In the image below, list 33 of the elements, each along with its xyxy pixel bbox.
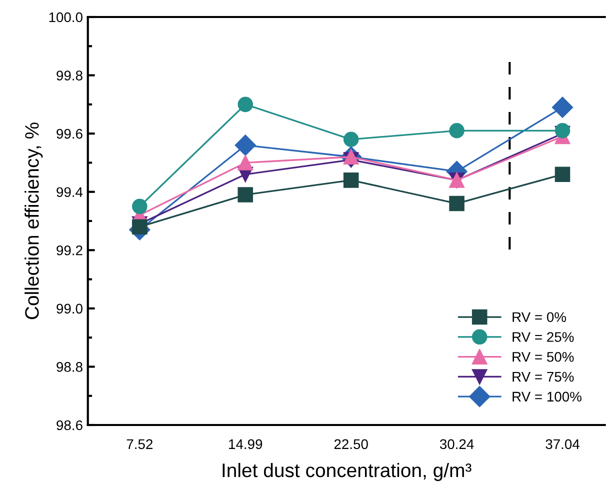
point xyxy=(238,155,254,170)
legend-label: RV = 50% xyxy=(512,352,574,362)
y-tick-label: 99.0 xyxy=(56,304,82,314)
point xyxy=(554,166,570,182)
legend-label: RV = 25% xyxy=(512,332,574,342)
point xyxy=(343,132,359,148)
y-tick-label: 98.6 xyxy=(56,420,82,430)
y-tick-label: 100.0 xyxy=(49,12,82,22)
point xyxy=(238,187,254,202)
point xyxy=(552,96,574,118)
point xyxy=(238,96,254,112)
x-tick-label: 37.04 xyxy=(546,439,580,450)
point xyxy=(449,196,464,212)
legend-label: RV = 0% xyxy=(512,312,566,322)
legend-label: RV = 75% xyxy=(512,372,574,382)
y-axis-title: Collection efficiency, % xyxy=(24,122,43,320)
point xyxy=(343,172,359,188)
y-tick-label: 99.6 xyxy=(56,128,82,139)
legend-label: RV = 100% xyxy=(512,392,582,402)
y-tick-label: 99.4 xyxy=(56,187,83,198)
point xyxy=(554,123,570,138)
point xyxy=(234,134,256,156)
x-tick-label: 22.50 xyxy=(334,439,368,450)
y-tick-label: 99.8 xyxy=(56,70,82,80)
y-tick-label: 98.8 xyxy=(56,362,82,372)
x-tick-label: 30.24 xyxy=(440,439,474,450)
x-axis-title: Inlet dust concentration, g/m³ xyxy=(222,462,472,482)
x-tick-label: 14.99 xyxy=(229,439,262,450)
point xyxy=(449,123,464,138)
y-tick-label: 99.2 xyxy=(56,245,82,256)
point xyxy=(132,198,148,214)
x-tick-label: 7.52 xyxy=(126,439,152,450)
point xyxy=(132,219,148,234)
